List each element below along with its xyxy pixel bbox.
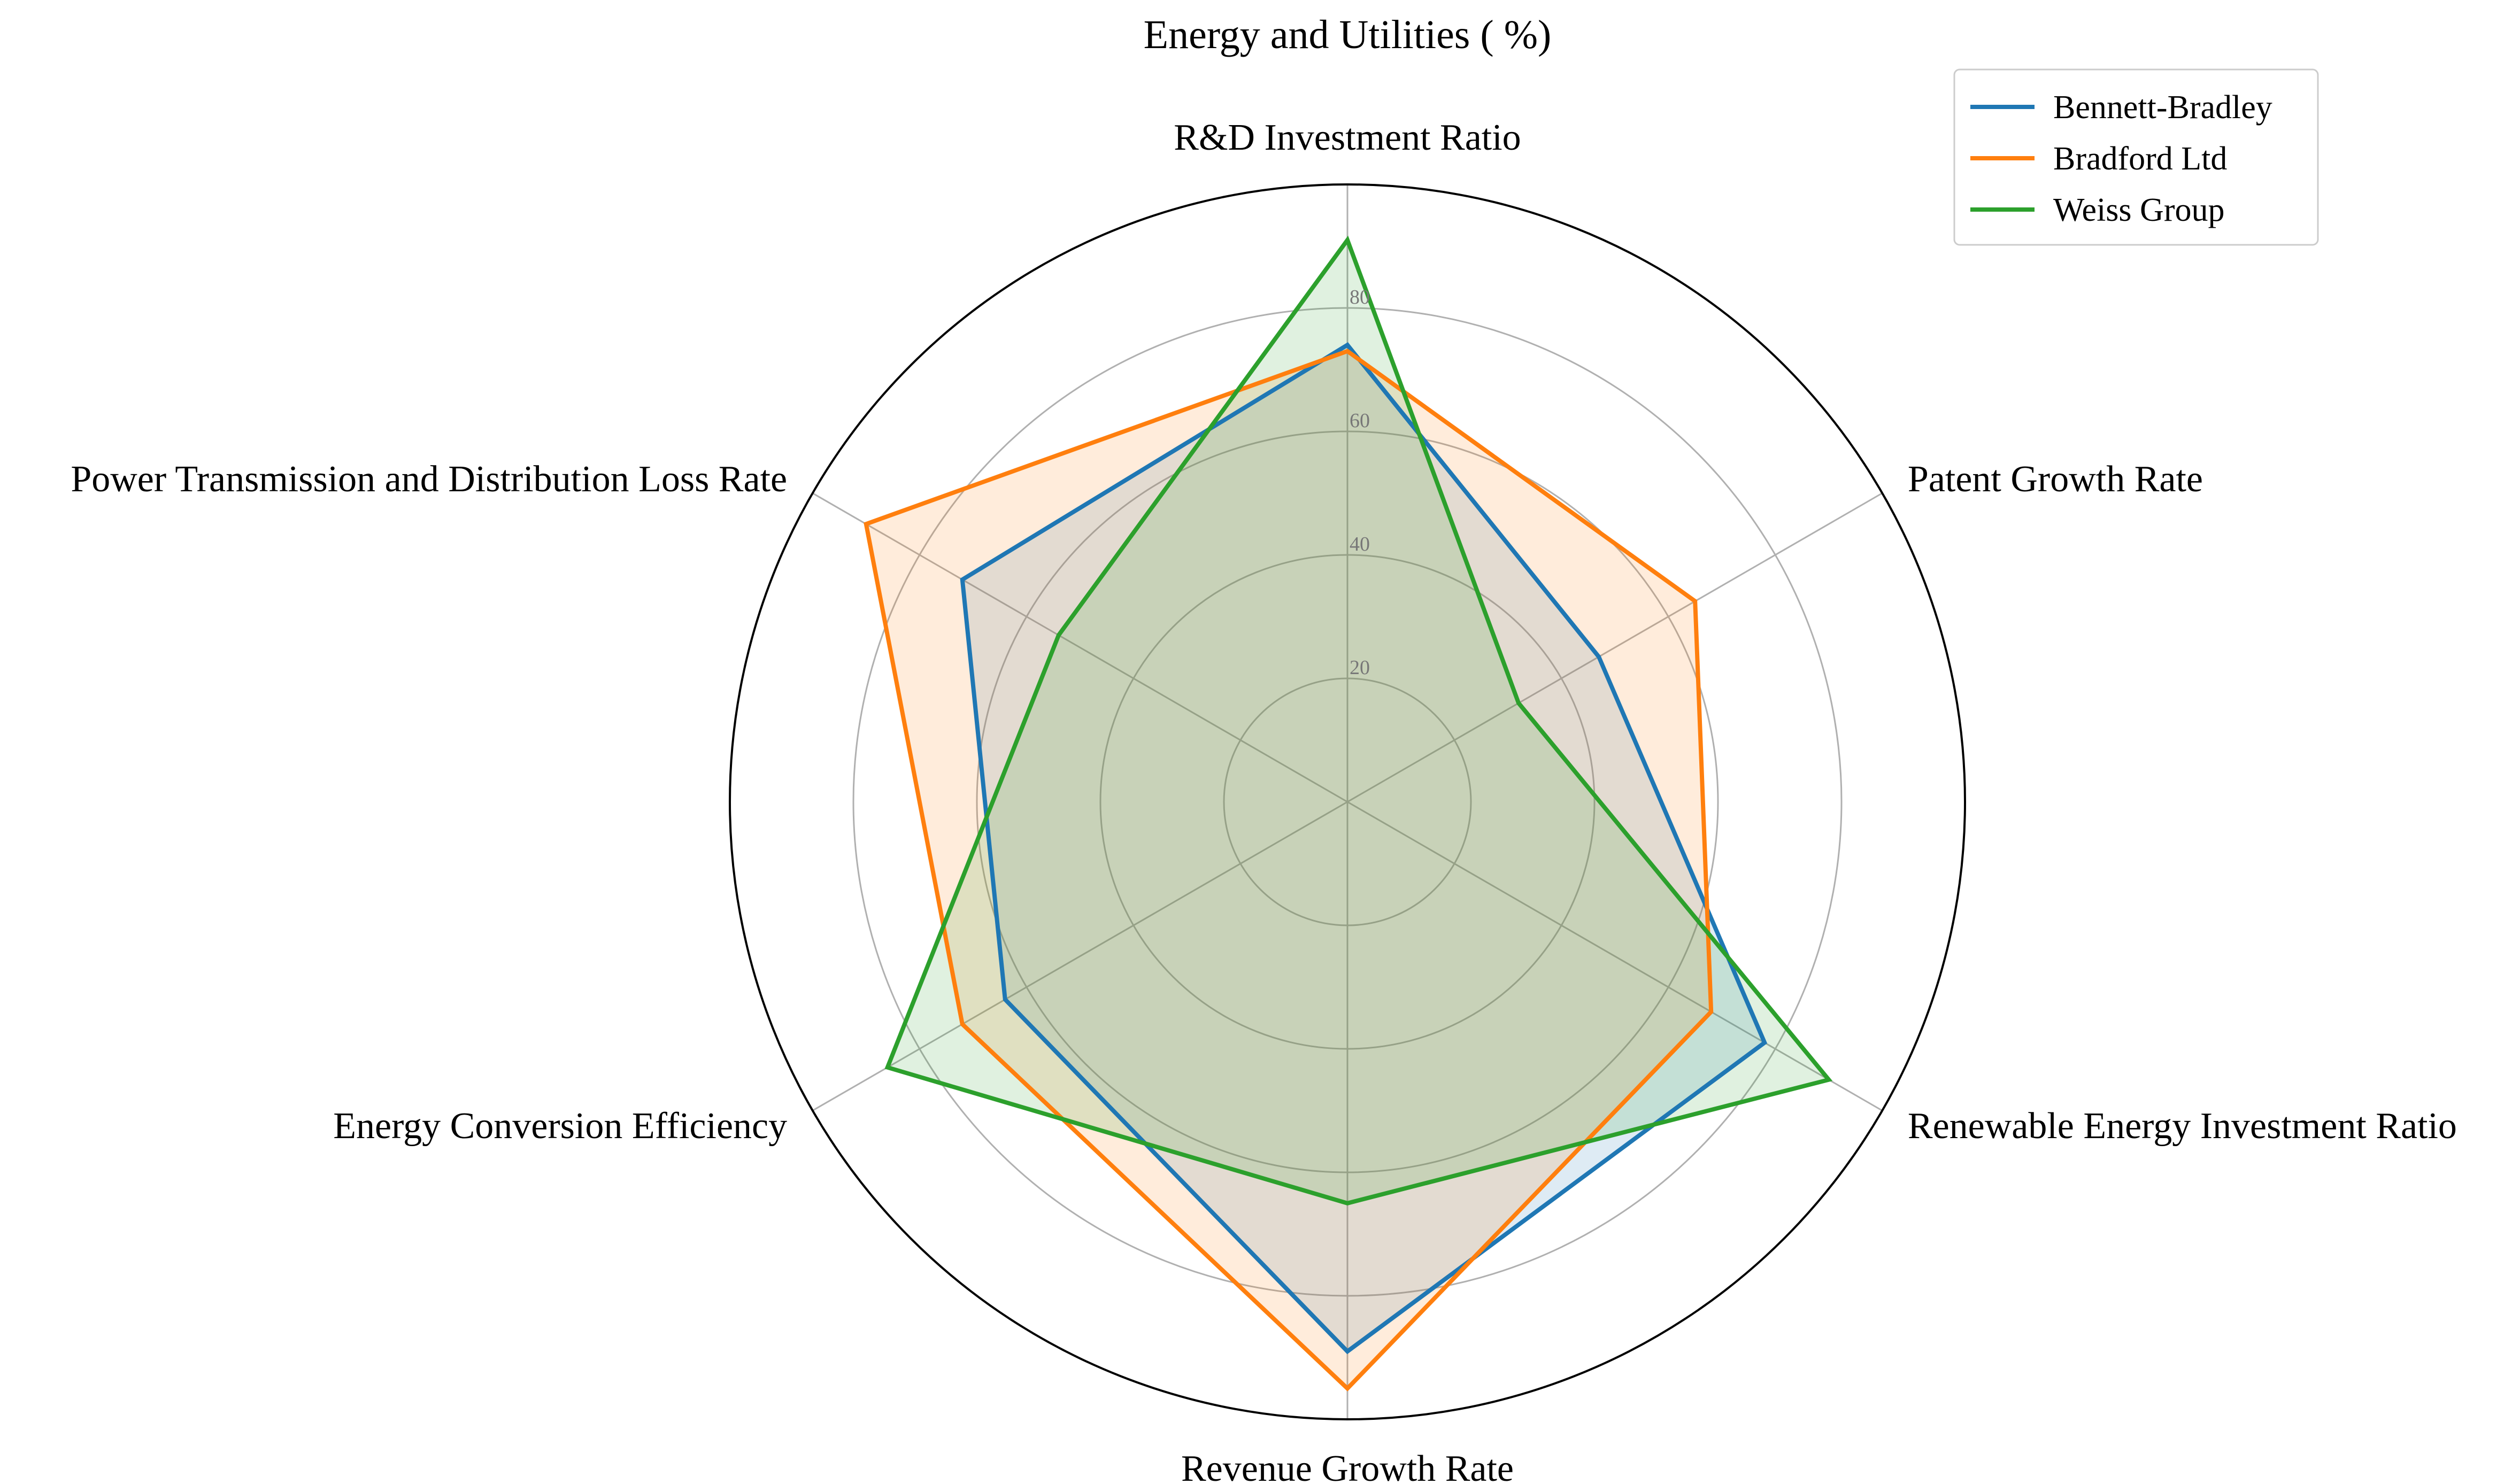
radial-tick-labels: 20 40 60 80 <box>1350 286 1370 679</box>
series-lines <box>864 235 1833 1392</box>
axis-spoke <box>812 801 1348 1111</box>
series-fills <box>866 240 1829 1389</box>
axis-spoke <box>1347 801 1883 1111</box>
legend-label: Bradford Ltd <box>2053 141 2227 177</box>
legend: Bennett-Bradley Bradford Ltd Weiss Group <box>1953 68 2319 246</box>
axis-label: Renewable Energy Investment Ratio <box>1908 1106 2457 1147</box>
radial-tick-label: 60 <box>1350 409 1370 432</box>
axis-label: Patent Growth Rate <box>1908 459 2203 500</box>
axis-label: R&D Investment Ratio <box>1174 117 1521 158</box>
legend-box <box>1953 68 2319 246</box>
chart-title: Energy and Utilities ( %) <box>1144 12 1552 57</box>
radial-tick-label: 20 <box>1350 656 1370 679</box>
axis-spoke <box>1347 492 1883 803</box>
legend-label: Bennett-Bradley <box>2053 89 2272 126</box>
axis-spoke <box>812 492 1348 803</box>
legend-label: Weiss Group <box>2053 192 2224 228</box>
outer-boundary <box>729 183 1966 1420</box>
series-fill <box>887 240 1829 1203</box>
radial-tick-label: 40 <box>1350 533 1370 555</box>
axis-label: Energy Conversion Efficiency <box>333 1106 787 1147</box>
axis-labels: R&D Investment Ratio Patent Growth Rate Re… <box>71 117 2457 1484</box>
series-line <box>864 349 1714 1392</box>
radar-grid <box>729 183 1966 1420</box>
series-line <box>960 342 1768 1355</box>
series-fill <box>962 345 1765 1351</box>
axis-label: Power Transmission and Distribution Loss… <box>71 459 787 500</box>
axis-label: Revenue Growth Rate <box>1181 1448 1514 1484</box>
radial-tick-label: 80 <box>1350 286 1370 308</box>
series-line <box>884 235 1833 1205</box>
